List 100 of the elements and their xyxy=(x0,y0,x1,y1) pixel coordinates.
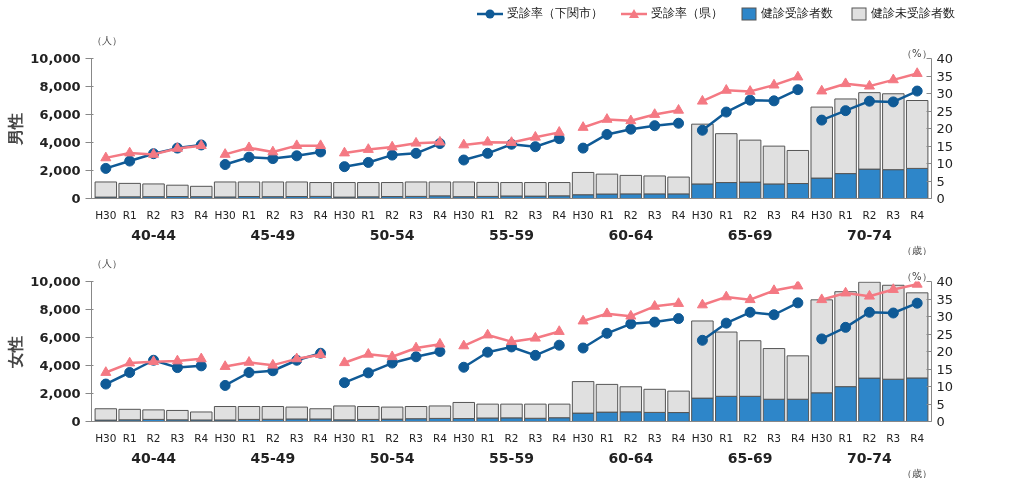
x-tick-label: R4 xyxy=(910,208,925,221)
legend-label: 受診率（県） xyxy=(651,5,723,22)
x-tick-label: R2 xyxy=(385,431,400,444)
x-tick-label: R3 xyxy=(409,208,424,221)
x-tick-label: R3 xyxy=(170,431,185,444)
text: 40-44 xyxy=(131,449,177,466)
x-tick-label: R4 xyxy=(194,208,209,221)
text: 65-69 xyxy=(727,449,773,466)
y2-tick-label: 25 xyxy=(936,103,954,119)
x-tick-label: R2 xyxy=(265,208,280,221)
x-tick-label: R3 xyxy=(767,208,781,221)
legend-label: 健診受診者数 xyxy=(761,5,833,22)
x-tick-label: H30 xyxy=(572,208,594,221)
y2-tick-label: 0 xyxy=(936,191,945,206)
text: 40-44 xyxy=(131,226,177,243)
y2-tick-label: 5 xyxy=(936,173,945,189)
x-tick-label: H30 xyxy=(333,208,356,221)
x-tick-label: R1 xyxy=(719,431,734,444)
x-tick-label: R1 xyxy=(361,208,376,221)
x-tick-label: R3 xyxy=(886,431,901,444)
x-tick-label: H30 xyxy=(95,208,117,221)
y-tick-label: 4,000 xyxy=(39,135,81,150)
x-tick-label: R4 xyxy=(313,431,328,444)
x-tick-label: R4 xyxy=(552,208,567,221)
x-tick-label: R4 xyxy=(432,431,448,444)
x-tick-label: R3 xyxy=(528,208,543,221)
y2-tick-label: 35 xyxy=(936,68,954,84)
x-tick-label: H30 xyxy=(811,208,833,221)
x-tick-label: R3 xyxy=(409,431,424,444)
text: 女性 xyxy=(5,335,25,369)
y2-axis-title: （%） xyxy=(902,47,932,59)
x-tick-label: H30 xyxy=(811,431,833,444)
y-tick-label: 6,000 xyxy=(39,330,81,345)
x-tick-label: R2 xyxy=(862,208,877,221)
x-tick-label: R1 xyxy=(838,208,853,221)
x-tick-label: R1 xyxy=(122,431,137,444)
x-tick-label: R4 xyxy=(671,431,686,444)
text: 60-64 xyxy=(608,226,654,243)
y-tick-label: 0 xyxy=(71,414,81,429)
x-tick-label: R2 xyxy=(743,208,758,221)
text: 男性 xyxy=(5,112,25,146)
y2-tick-label: 15 xyxy=(936,361,954,377)
x-tick-label: H30 xyxy=(691,208,714,221)
text: 65-69 xyxy=(727,226,773,243)
y2-tick-label: 30 xyxy=(936,86,954,101)
y2-tick-label: 10 xyxy=(936,379,954,394)
y2-tick-label: 30 xyxy=(936,309,954,324)
x-tick-label: R4 xyxy=(194,431,209,444)
x-tick-label: R3 xyxy=(289,208,304,221)
y2-tick-label: 10 xyxy=(936,156,954,171)
x-tick-label: R1 xyxy=(242,431,256,444)
x-tick-label: R1 xyxy=(599,208,614,221)
y-tick-label: 8,000 xyxy=(39,302,81,317)
y-tick-label: 4,000 xyxy=(39,358,81,373)
x-tick-label: H30 xyxy=(691,431,714,444)
y2-tick-label: 20 xyxy=(936,121,954,136)
y2-tick-label: 35 xyxy=(936,291,954,307)
y-axis-title: （人） xyxy=(91,257,122,269)
text: 45-49 xyxy=(250,226,296,243)
x-tick-label: R3 xyxy=(886,208,901,221)
text: 45-49 xyxy=(250,449,296,466)
text: 55-59 xyxy=(489,449,534,466)
y-tick-label: 0 xyxy=(71,191,81,206)
x-tick-label: H30 xyxy=(453,431,475,444)
x-tick-label: R2 xyxy=(862,431,877,444)
x-tick-label: R2 xyxy=(623,208,638,221)
x-tick-label: H30 xyxy=(453,208,475,221)
x-tick-label: R1 xyxy=(599,431,614,444)
y2-tick-label: 0 xyxy=(936,414,945,429)
x-tick-label: H30 xyxy=(333,431,356,444)
legend-label: 受診率（下関市） xyxy=(507,5,603,22)
y2-tick-label: 40 xyxy=(936,51,954,66)
x-tick-label: R4 xyxy=(432,208,448,221)
x-tick-label: R2 xyxy=(504,431,519,444)
y2-axis-title: （%） xyxy=(902,270,932,282)
x-tick-label: R4 xyxy=(552,431,567,444)
x-tick-label: R2 xyxy=(623,431,638,444)
x-tick-label: R2 xyxy=(385,208,400,221)
x-tick-label: H30 xyxy=(214,431,236,444)
y2-tick-label: 15 xyxy=(936,138,954,154)
x-tick-label: R3 xyxy=(647,208,662,221)
x-tick-label: R1 xyxy=(480,208,495,221)
y2-tick-label: 40 xyxy=(936,274,954,289)
x-tick-label: R1 xyxy=(719,208,734,221)
text: 60-64 xyxy=(608,449,654,466)
text: （歳） xyxy=(901,467,932,479)
x-tick-label: R3 xyxy=(767,431,781,444)
y-tick-label: 8,000 xyxy=(39,79,81,94)
text: （歳） xyxy=(901,244,932,256)
text: 55-59 xyxy=(489,226,534,243)
y-axis-title: （人） xyxy=(91,34,122,46)
x-tick-label: R1 xyxy=(838,431,853,444)
text: 50-54 xyxy=(369,449,415,466)
y-tick-label: 10,000 xyxy=(30,274,81,289)
x-tick-label: R3 xyxy=(170,208,185,221)
text: 70-74 xyxy=(847,449,893,466)
x-tick-label: R4 xyxy=(790,208,806,221)
y-tick-label: 10,000 xyxy=(30,51,81,66)
x-tick-label: H30 xyxy=(214,208,236,221)
y-tick-label: 6,000 xyxy=(39,107,81,122)
